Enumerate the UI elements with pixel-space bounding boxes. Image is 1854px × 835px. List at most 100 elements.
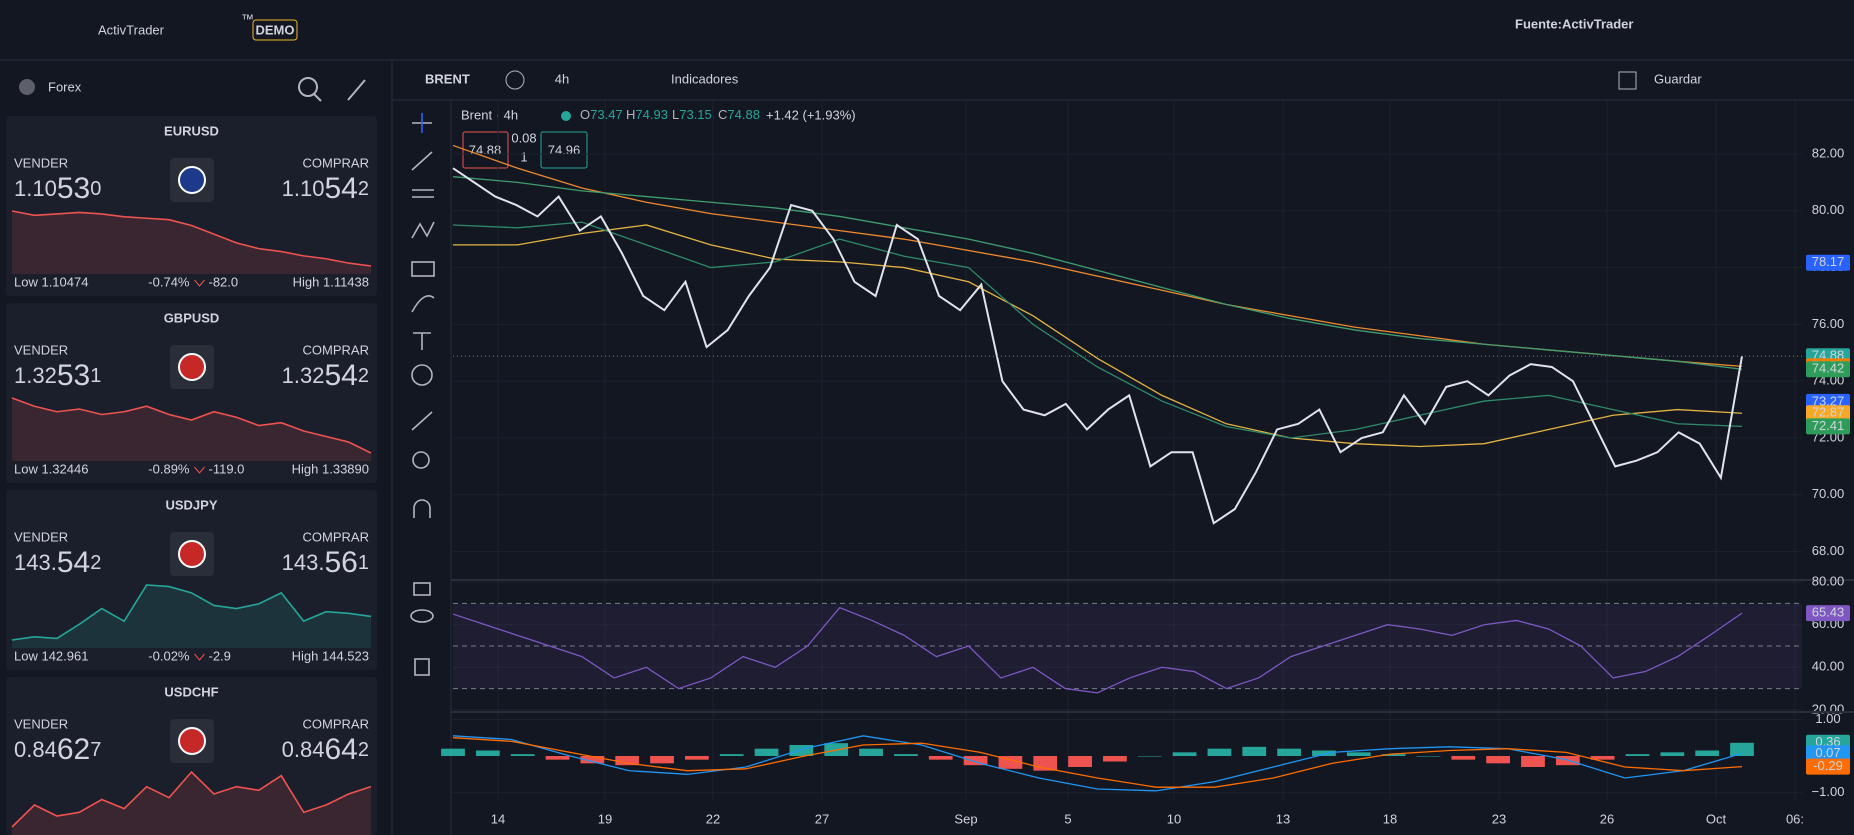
search-icon[interactable] bbox=[298, 77, 318, 97]
low: Low 1.32446 bbox=[14, 461, 88, 476]
tool-trendline[interactable] bbox=[411, 151, 433, 171]
sell-price-part: 53 bbox=[57, 172, 90, 205]
change-arrow bbox=[194, 653, 205, 661]
tool-lock[interactable] bbox=[413, 582, 431, 596]
time-label: 13 bbox=[1276, 811, 1290, 826]
macd-histogram-bar bbox=[545, 756, 570, 760]
change-arrow bbox=[194, 279, 205, 287]
time-label: 27 bbox=[815, 811, 829, 826]
indicator-line bbox=[452, 221, 1743, 439]
sell-price[interactable]: 1.10530 bbox=[14, 172, 101, 205]
price-tag bbox=[1806, 758, 1850, 775]
macd-histogram-bar bbox=[650, 756, 674, 764]
macd-histogram-bar bbox=[1068, 756, 1092, 767]
sparkline bbox=[11, 397, 372, 454]
price-tag bbox=[1806, 405, 1850, 422]
macd-histogram-bar bbox=[1486, 756, 1511, 764]
macd-histogram-bar bbox=[580, 756, 605, 764]
macd-histogram-bar bbox=[1381, 754, 1406, 756]
sell-price[interactable]: 0.84627 bbox=[14, 733, 101, 766]
price-tag bbox=[1806, 605, 1850, 622]
tool-eye[interactable] bbox=[410, 609, 434, 623]
pair-name: EURUSD bbox=[164, 123, 219, 138]
time-label: 06: bbox=[1786, 811, 1804, 826]
y-tick-label: 80.00 bbox=[1812, 202, 1845, 217]
sell-price-part: 1 bbox=[90, 365, 101, 387]
pair-card[interactable] bbox=[6, 303, 377, 483]
macd-histogram-bar bbox=[1346, 752, 1371, 756]
high: High 1.33890 bbox=[292, 461, 369, 476]
tool-ruler[interactable] bbox=[411, 411, 433, 431]
low: Low 142.961 bbox=[14, 648, 88, 663]
tool-magnet[interactable] bbox=[413, 499, 431, 518]
buy-price[interactable]: 0.84642 bbox=[282, 733, 369, 766]
buy-price[interactable]: 143.561 bbox=[282, 546, 369, 579]
pair-card[interactable] bbox=[6, 116, 377, 296]
tool-zoom[interactable] bbox=[412, 451, 430, 469]
sell-price-part: 62 bbox=[57, 733, 90, 766]
price-tag bbox=[1806, 418, 1850, 435]
sell-price[interactable]: 1.32531 bbox=[14, 359, 101, 392]
edit-icon[interactable] bbox=[347, 79, 366, 101]
time-label: 10 bbox=[1167, 811, 1181, 826]
tool-pattern[interactable] bbox=[411, 221, 435, 239]
live-dot bbox=[561, 111, 571, 121]
indicator-line bbox=[452, 606, 1743, 694]
indicators[interactable]: Indicadores bbox=[671, 71, 739, 86]
ohlc-value: 73.15 bbox=[679, 107, 712, 122]
buy-price[interactable]: 1.32542 bbox=[282, 359, 369, 392]
price-tag-label: 74.42 bbox=[1812, 361, 1845, 376]
ask-box[interactable] bbox=[540, 131, 588, 169]
add-symbol[interactable] bbox=[505, 70, 525, 90]
price-tag-label: 65.43 bbox=[1812, 605, 1845, 620]
y-tick-label: 76.00 bbox=[1812, 316, 1845, 331]
tool-trash[interactable] bbox=[414, 658, 430, 676]
time-label: 23 bbox=[1492, 811, 1506, 826]
y-tick-label: 70.00 bbox=[1812, 486, 1845, 501]
high: High 144.523 bbox=[292, 648, 369, 663]
buy-price-part: 2 bbox=[358, 178, 369, 200]
ohlc: H74.93 bbox=[626, 107, 668, 122]
macd-histogram-bar bbox=[510, 754, 535, 756]
demo-badge: DEMO bbox=[256, 22, 295, 37]
buy-price[interactable]: 1.10542 bbox=[282, 172, 369, 205]
price-tag-label: 0.07 bbox=[1815, 745, 1840, 760]
price-tag-label: 73.27 bbox=[1812, 393, 1845, 408]
tool-emoji[interactable] bbox=[411, 364, 433, 386]
indicator-line bbox=[452, 737, 1743, 788]
macd-histogram-bar bbox=[1730, 742, 1754, 756]
price-tag-label: 72.87 bbox=[1812, 405, 1845, 420]
buy-label: COMPRAR bbox=[303, 529, 369, 544]
y-tick-label: 82.00 bbox=[1812, 145, 1845, 160]
sell-price[interactable]: 143.542 bbox=[14, 546, 101, 579]
pair-card[interactable] bbox=[6, 490, 377, 670]
sell-price-part: 1.32 bbox=[14, 363, 57, 388]
flag bbox=[178, 166, 206, 194]
ohlc: C74.88 bbox=[718, 107, 760, 122]
bid-box[interactable] bbox=[462, 131, 509, 169]
symbol[interactable]: BRENT bbox=[425, 71, 470, 86]
macd-histogram-bar bbox=[754, 748, 779, 756]
macd-histogram-bar bbox=[998, 756, 1023, 769]
macd-histogram-bar bbox=[928, 756, 953, 760]
interval[interactable]: 4h bbox=[555, 71, 569, 86]
tool-brush[interactable] bbox=[411, 295, 435, 313]
trademark: ™ bbox=[241, 11, 254, 26]
time-label: 26 bbox=[1600, 811, 1614, 826]
layout-toggle[interactable] bbox=[1618, 71, 1637, 90]
macd-histogram-bar bbox=[1590, 756, 1615, 760]
sell-label: VENDER bbox=[14, 529, 68, 544]
change-pts: -119.0 bbox=[209, 461, 245, 476]
buy-price-part: 1.32 bbox=[282, 363, 325, 388]
search-icon-handle bbox=[313, 93, 322, 102]
demo-badge-box bbox=[252, 19, 298, 41]
spread: 0.08 bbox=[511, 130, 536, 145]
indicator-line bbox=[452, 735, 1743, 792]
save[interactable]: Guardar bbox=[1654, 71, 1702, 86]
time-label: 18 bbox=[1383, 811, 1397, 826]
tool-text[interactable] bbox=[413, 332, 431, 350]
flag bbox=[178, 540, 206, 568]
macd-histogram-bar bbox=[1242, 746, 1267, 756]
tool-projection[interactable] bbox=[411, 261, 435, 277]
